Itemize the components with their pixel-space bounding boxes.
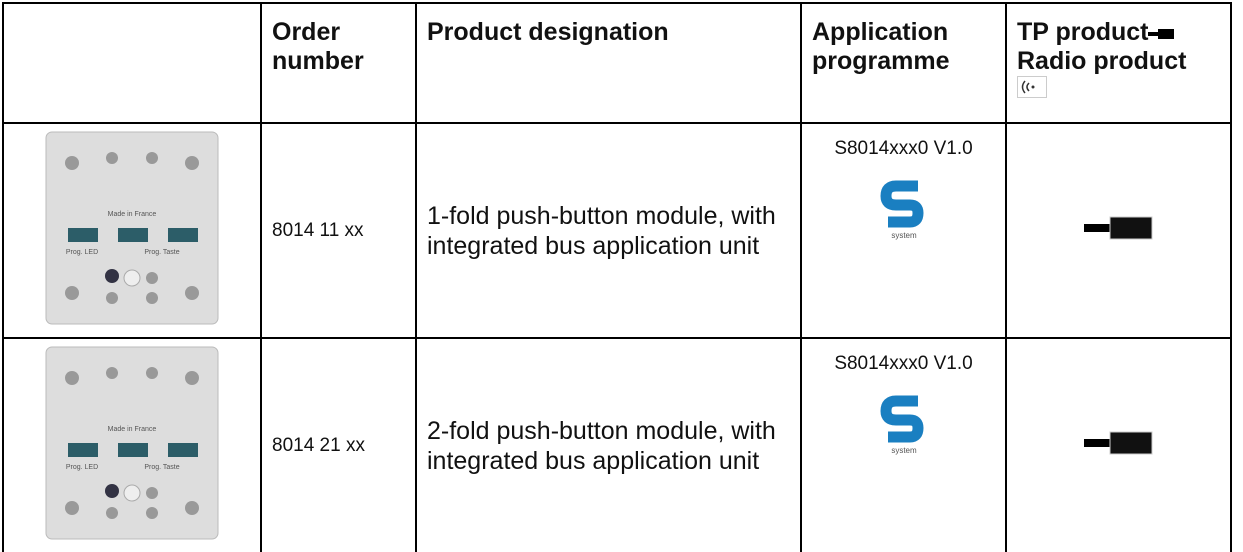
designation: 1-fold push-button module, with integrat… [415, 122, 802, 339]
tp-icon [1083, 431, 1152, 455]
header-empty [2, 2, 262, 124]
designation: 2-fold push-button module, with integrat… [415, 337, 802, 552]
radio-header: Radio product [1017, 47, 1187, 75]
header-cell: Order number [260, 2, 417, 124]
header-cell: Application programme [800, 2, 1007, 124]
image-label: Prog. Taste [144, 464, 179, 471]
tp-cell [1005, 337, 1232, 552]
image-label: Prog. LED [66, 464, 98, 471]
header-cell: Product designation [415, 2, 802, 124]
image-cell: Made in France Prog. LED Prog. Taste [2, 337, 262, 552]
row: Made in France Prog. LED Prog. Taste 801… [2, 122, 1232, 339]
header-cell: TP product Radio product [1005, 2, 1232, 124]
tp-label: TP product [1017, 18, 1149, 46]
order-number: 8014 21 xx [260, 337, 417, 552]
image-label: Made in France [108, 426, 157, 433]
header-row: Order number Product designation Applica… [2, 2, 1232, 124]
radio-icon [1017, 76, 1047, 98]
application-cell: S8014xxx0 V1.0 system [800, 337, 1007, 552]
system-logo: system [879, 180, 924, 240]
application: S8014xxx0 V1.0 [834, 138, 973, 159]
row: Made in France Prog. LED Prog. Taste 801… [2, 337, 1232, 552]
module-image: Made in France Prog. LED Prog. Taste [45, 346, 219, 540]
image-label: Prog. Taste [144, 249, 179, 256]
logo-text: system [891, 231, 917, 240]
image-label: Made in France [108, 211, 157, 218]
tp-icon [1148, 29, 1175, 39]
image-cell: Made in France Prog. LED Prog. Taste [2, 122, 262, 339]
logo-text: system [891, 446, 917, 455]
application: S8014xxx0 V1.0 [834, 353, 973, 374]
module-image: Made in France Prog. LED Prog. Taste [45, 131, 219, 325]
image-label: Prog. LED [66, 249, 98, 256]
order-number: 8014 11 xx [260, 122, 417, 339]
system-logo: system [879, 395, 924, 455]
tp-header: TP product [1017, 18, 1220, 47]
tp-cell [1005, 122, 1232, 339]
tp-icon [1083, 216, 1152, 240]
application-cell: S8014xxx0 V1.0 system [800, 122, 1007, 339]
